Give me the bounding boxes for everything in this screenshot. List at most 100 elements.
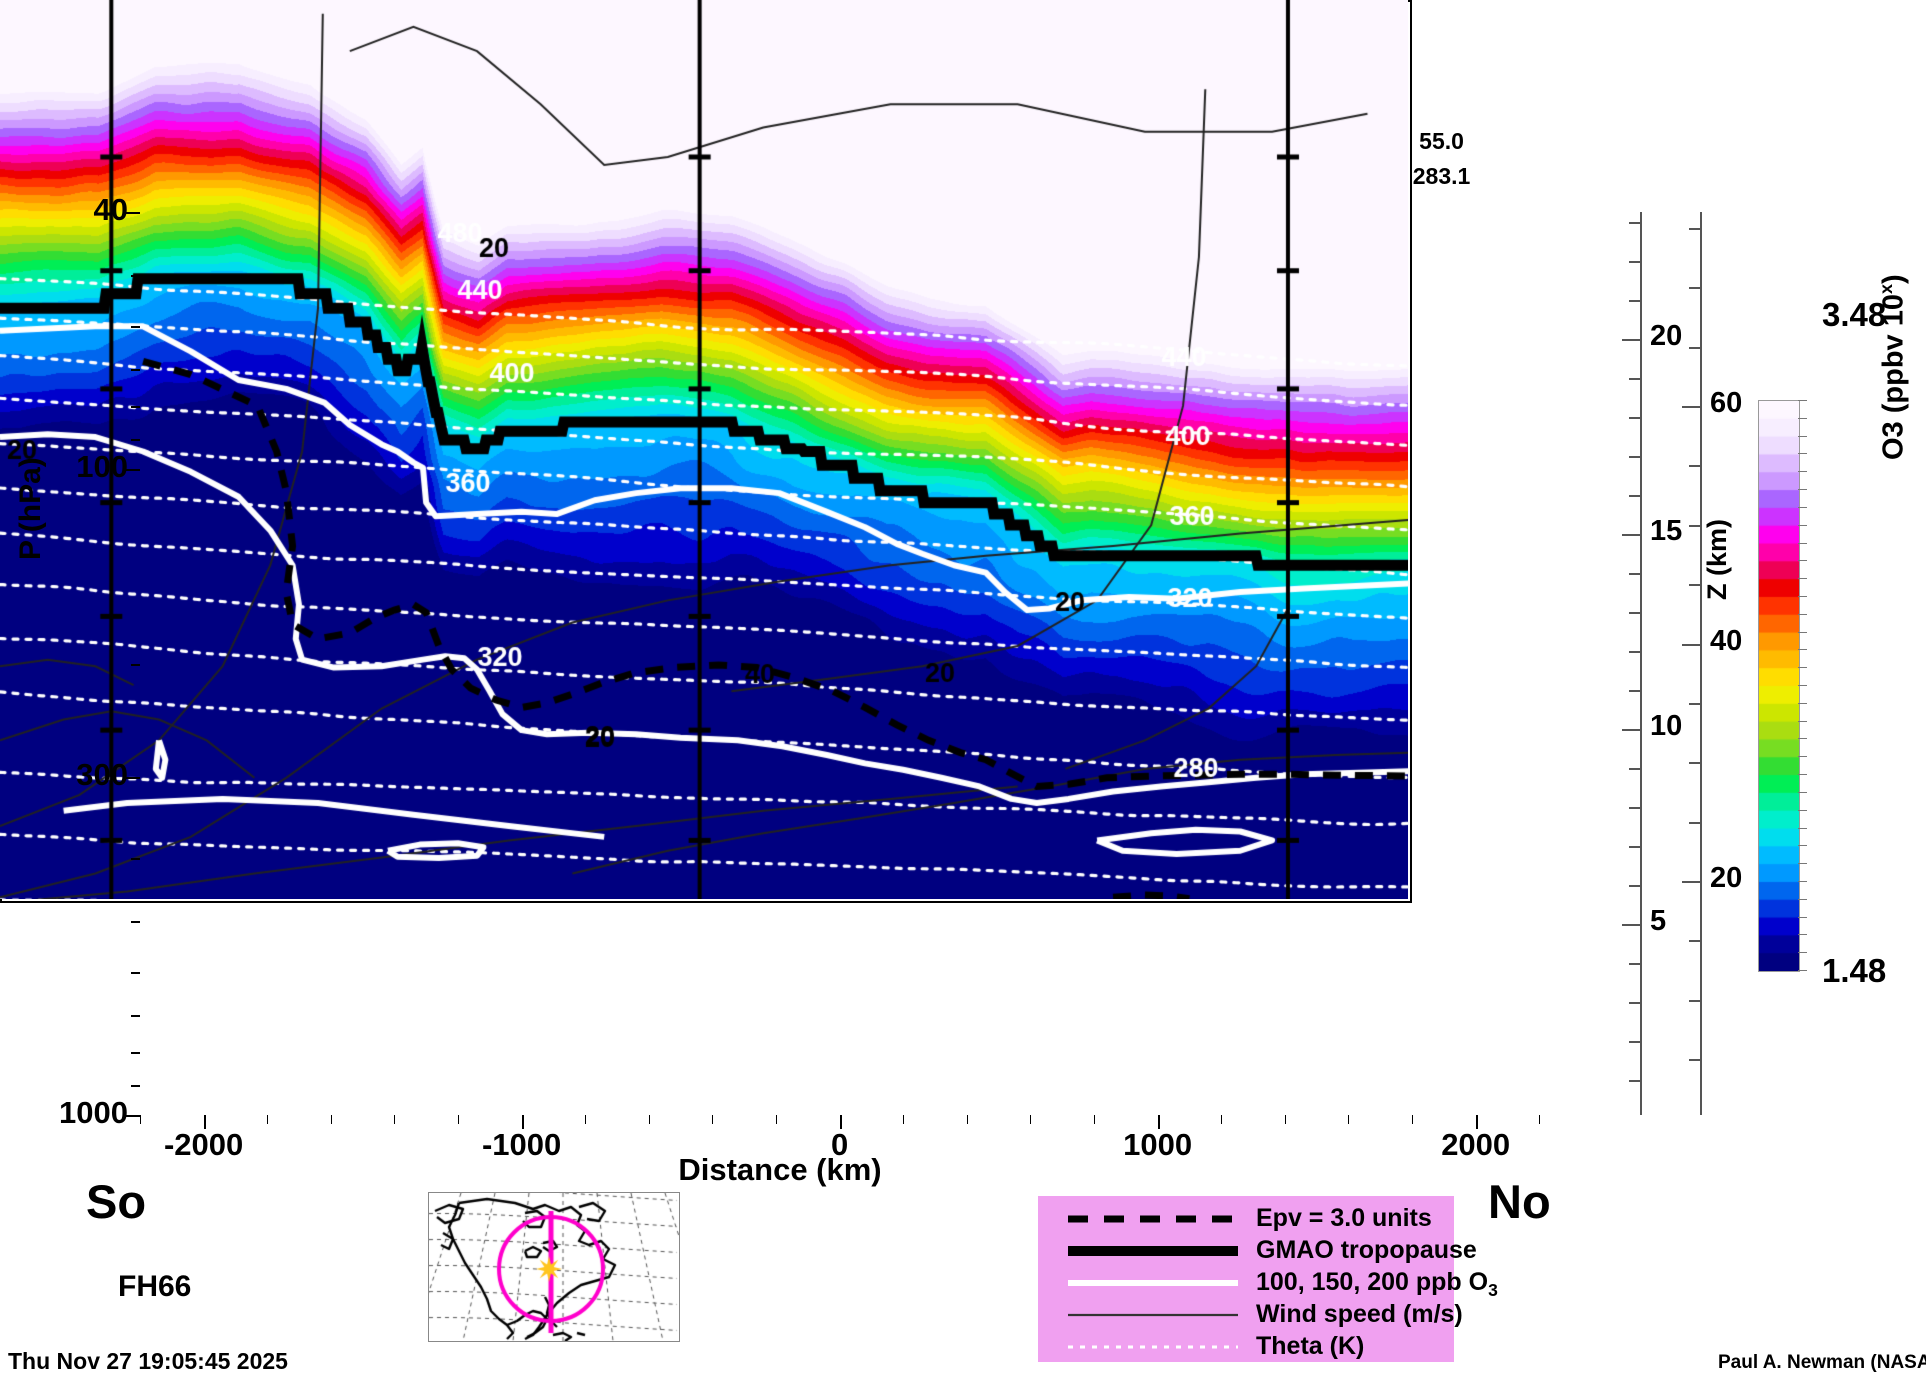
colorbar-title-pre: O3 (ppbv 10: [1877, 294, 1910, 460]
distance-tick-label: 1000: [1123, 1127, 1193, 1162]
distance-tick-label: -1000: [481, 1127, 562, 1162]
distance-minor-tick: [1284, 1115, 1286, 1124]
legend-line-sample-white-dotted: [1066, 1330, 1240, 1363]
colorbar-tick: [1798, 400, 1807, 401]
distance-minor-tick: [140, 1115, 141, 1124]
legend-label: 100, 150, 200 ppb O3: [1256, 1268, 1498, 1300]
colorbar-tick: [1798, 578, 1807, 580]
altitude-tick-mark: [1689, 346, 1700, 349]
colorbar-tick: [1798, 453, 1807, 455]
colorbar-tick: [1798, 417, 1807, 419]
altitude-tick-mark: [1629, 495, 1640, 498]
altitude-tick-mark: [1629, 612, 1640, 615]
colorbar-tick: [1798, 702, 1807, 704]
pressure-minor-tick: [131, 406, 140, 409]
distance-tick-mark: [521, 1115, 524, 1129]
pressure-minor-tick: [131, 1052, 140, 1055]
distance-axis-title: Distance (km): [678, 1152, 882, 1187]
colorbar-tick: [1798, 667, 1807, 669]
pressure-tick-mark: [126, 469, 140, 472]
altitude-axis-title: Z (km): [1702, 519, 1732, 600]
altitude-tick-mark: [1629, 651, 1640, 654]
legend-item: Theta (K): [1038, 1330, 1454, 1363]
legend-label: Wind speed (m/s): [1256, 1300, 1463, 1328]
distance-minor-tick: [458, 1115, 460, 1124]
altitude-tick-mark: [1629, 417, 1640, 420]
altitude-tick-mark: [1629, 378, 1640, 381]
colorbar-min-label: 1.48: [1822, 952, 1887, 989]
colorbar-tick: [1798, 489, 1807, 491]
legend-item: Wind speed (m/s): [1038, 1298, 1463, 1331]
distance-minor-tick: [521, 1115, 523, 1124]
contour-field-canvas: [0, 0, 1408, 899]
colorbar-tick: [1798, 916, 1807, 918]
distance-tick-mark: [1475, 1115, 1478, 1129]
altitude-tick-mark: [1629, 222, 1640, 225]
colorbar-title-exponent: x: [1876, 284, 1896, 294]
altitude-tick-mark: [1622, 728, 1640, 731]
colorbar-tick: [1798, 845, 1807, 847]
altitude-tick-mark: [1689, 584, 1700, 587]
pressure-tick-label: 300: [76, 757, 128, 793]
legend-label: Epv = 3.0 units: [1256, 1204, 1432, 1232]
altitude-tick-mark: [1622, 534, 1640, 537]
lon-value: 283.1: [1412, 163, 1471, 189]
colorbar-tick: [1798, 560, 1807, 562]
distance-tick-label: -2000: [163, 1127, 244, 1162]
altitude-tick-mark: [1629, 573, 1640, 576]
altitude-tick-label: 20: [1710, 862, 1743, 895]
legend-label: GMAO tropopause: [1256, 1236, 1477, 1264]
colorbar-tick: [1798, 542, 1807, 544]
altitude-tick-mark: [1689, 524, 1700, 527]
altitude-tick-mark: [1629, 1040, 1640, 1043]
distance-minor-tick: [330, 1115, 332, 1124]
distance-minor-tick: [1348, 1115, 1350, 1124]
pressure-axis-title: P (hPa): [14, 457, 47, 560]
lat-value: 55.0: [1419, 128, 1464, 154]
distance-minor-tick: [966, 1115, 968, 1124]
legend-line-sample-black-thin: [1066, 1298, 1240, 1331]
altitude-tick-mark: [1689, 940, 1700, 943]
altitude-tick-mark: [1689, 227, 1700, 230]
altitude-axis-line: [1640, 212, 1642, 1115]
altitude-tick-mark: [1629, 456, 1640, 459]
distance-minor-tick: [712, 1115, 714, 1124]
altitude-tick-label: 5: [1650, 904, 1667, 937]
generation-timestamp: Thu Nov 27 19:05:45 2025: [8, 1348, 288, 1374]
altitude-tick-label: 10: [1650, 709, 1683, 742]
distance-minor-tick: [203, 1115, 205, 1124]
altitude-tick-label: 60: [1710, 387, 1743, 420]
altitude-tick-label: 40: [1710, 624, 1743, 657]
colorbar-title: O3 (ppbv 10x): [1876, 274, 1911, 460]
colorbar-title-post: ): [1877, 274, 1910, 284]
altitude-tick-mark: [1629, 1001, 1640, 1004]
pressure-minor-tick: [131, 368, 140, 371]
colorbar-tick: [1798, 898, 1807, 900]
distance-minor-tick: [1475, 1115, 1477, 1124]
altitude-tick-mark: [1689, 465, 1700, 468]
altitude-tick-mark: [1682, 881, 1700, 884]
pressure-minor-tick: [131, 663, 140, 666]
legend-item: Epv = 3.0 units: [1038, 1202, 1454, 1235]
altitude-tick-mark: [1629, 962, 1640, 965]
altitude-tick-mark: [1629, 767, 1640, 770]
distance-minor-tick: [1094, 1115, 1096, 1124]
altitude-axis-line: [1700, 212, 1702, 1115]
altitude-tick-mark: [1629, 845, 1640, 848]
distance-tick-mark: [1157, 1115, 1160, 1129]
altitude-tick-mark: [1629, 300, 1640, 303]
distance-minor-tick: [585, 1115, 587, 1124]
distance-minor-tick: [1221, 1115, 1223, 1124]
distance-minor-tick: [648, 1115, 650, 1124]
legend-line-sample-black-dashed: [1066, 1202, 1240, 1235]
colorbar-tick: [1798, 952, 1807, 954]
pressure-tick-mark: [126, 1115, 140, 1117]
distance-minor-tick: [839, 1115, 841, 1124]
altitude-tick-mark: [1622, 923, 1640, 926]
south-endpoint-label: So: [86, 1175, 147, 1228]
pressure-minor-tick: [131, 971, 140, 974]
distance-minor-tick: [1539, 1115, 1541, 1124]
pressure-tick-label: 100: [76, 449, 128, 485]
colorbar-tick: [1798, 649, 1807, 651]
altitude-tick-mark: [1682, 643, 1700, 646]
